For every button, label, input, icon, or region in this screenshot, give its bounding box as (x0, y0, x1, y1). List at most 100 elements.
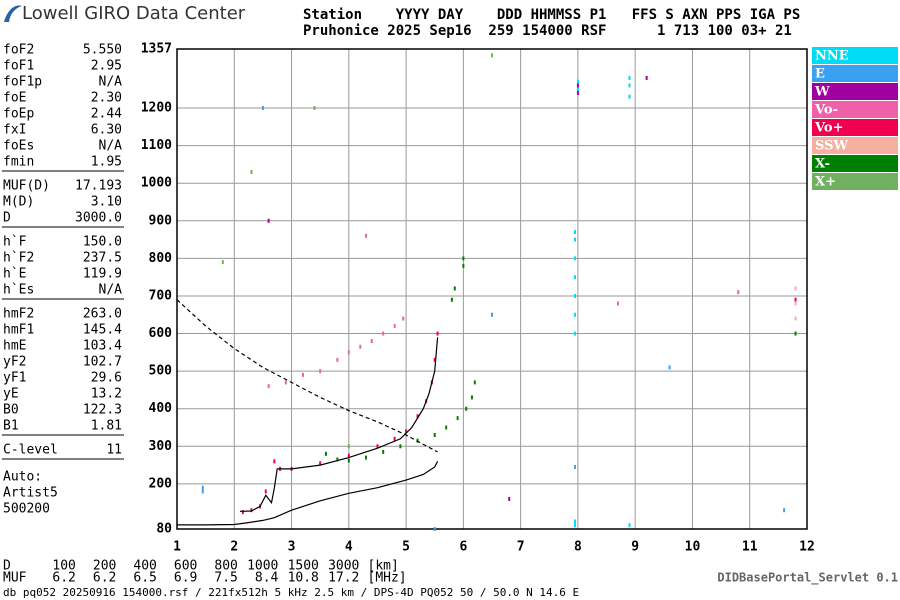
param-value: 103.4 (83, 339, 122, 354)
echo-point (433, 357, 436, 362)
header-line: Station YYYY DAY DDD HHMMSS P1 FFS S AXN… (303, 7, 800, 23)
echo-point (433, 527, 436, 531)
echo-point (347, 350, 350, 355)
file-info: db pq052 20250916 154000.rsf / 221fx512h… (3, 586, 579, 599)
echo-point (628, 94, 631, 99)
echo-point (617, 301, 619, 306)
param-name: foEp (3, 107, 34, 122)
auto-line: Auto: (3, 470, 42, 485)
param-name: foF2 (3, 43, 34, 58)
y-tick-label: 1357 (141, 42, 172, 57)
brand: Lowell GIRO Data Center (22, 3, 246, 24)
echo-point (574, 237, 577, 242)
y-tick-label: 900 (149, 213, 173, 228)
echo-point (382, 449, 385, 454)
param-name: MUF(D) (3, 179, 50, 194)
y-tick-label: 80 (156, 522, 172, 537)
param-value: N/A (99, 139, 123, 154)
table-unit: [km] (368, 559, 399, 574)
auto-line: 500200 (3, 502, 50, 517)
legend-swatch (812, 173, 898, 190)
echo-point (347, 458, 350, 463)
echo-point (436, 331, 439, 336)
y-tick-label: 1000 (141, 176, 172, 191)
y-tick-label: 800 (149, 251, 173, 266)
echo-point (359, 344, 362, 349)
echo-point (576, 83, 579, 88)
echo-point (393, 324, 396, 329)
param-value: 122.3 (83, 403, 122, 418)
echo-point (574, 230, 577, 235)
echo-point (241, 510, 244, 515)
table-cell: 600 (174, 559, 197, 574)
echo-point (473, 380, 476, 385)
echo-point (267, 218, 270, 223)
param-name: foE (3, 91, 26, 106)
echo-point (450, 297, 453, 302)
x-tick-label: 10 (685, 540, 701, 555)
echo-point (313, 106, 316, 111)
param-name: foF1p (3, 75, 42, 90)
echo-point (250, 508, 253, 513)
param-name: h`Es (3, 283, 34, 298)
echo-point (399, 444, 402, 449)
param-name: B1 (3, 419, 19, 434)
legend-swatch (812, 65, 898, 82)
table-cell: 400 (133, 559, 156, 574)
echo-point (456, 416, 459, 421)
echo-point (574, 523, 577, 528)
param-value: 1.95 (91, 155, 122, 170)
echo-point (628, 83, 631, 88)
echo-point (347, 444, 350, 449)
echo-point (365, 455, 367, 460)
table-cell: 17.2 (328, 571, 359, 586)
echo-point (250, 169, 253, 174)
param-value: 11 (106, 443, 122, 458)
echo-point (737, 290, 740, 295)
trace-line (177, 461, 439, 526)
echo-point (347, 453, 350, 458)
y-tick-label: 300 (149, 439, 173, 454)
x-tick-label: 7 (517, 540, 525, 555)
legend-swatch (812, 155, 898, 172)
table-cell: 100 (52, 559, 75, 574)
legend-label: X- (815, 157, 830, 172)
table-cell: 6.2 (93, 571, 116, 586)
plot-area (177, 49, 807, 529)
param-name: B0 (3, 403, 19, 418)
echo-point (261, 106, 264, 111)
table-cell: 8.4 (255, 571, 279, 586)
table-cell: 6.2 (52, 571, 75, 586)
param-name: h`F2 (3, 251, 34, 266)
echo-point (491, 53, 493, 58)
table-cell: 1000 (247, 559, 278, 574)
table-cell: 1500 (288, 559, 319, 574)
legend-swatch (812, 101, 898, 118)
param-name: fmin (3, 155, 34, 170)
param-name: yF2 (3, 355, 26, 370)
param-value: 17.193 (75, 179, 122, 194)
param-value: 145.4 (83, 323, 122, 338)
x-tick-label: 5 (402, 540, 410, 555)
header-line: Pruhonice 2025 Sep16 259 154000 RSF 1 71… (303, 23, 792, 39)
echo-point (645, 75, 648, 80)
x-tick-label: 8 (574, 540, 582, 555)
echo-point (462, 256, 465, 261)
param-name: C-level (3, 443, 58, 458)
echo-point (574, 293, 577, 298)
param-name: M(D) (3, 195, 34, 210)
x-tick-label: 11 (742, 540, 758, 555)
param-name: D (3, 211, 11, 226)
param-value: 5.550 (83, 43, 122, 58)
param-name: foEs (3, 139, 34, 154)
echo-point (576, 79, 579, 84)
x-tick-label: 12 (799, 540, 815, 555)
echo-point (336, 457, 339, 462)
echo-point (221, 260, 224, 265)
param-value: 1.81 (91, 419, 122, 434)
x-tick-label: 1 (173, 540, 181, 555)
table-label: D (3, 559, 11, 574)
legend-swatch (812, 47, 898, 64)
param-value: 3.10 (91, 195, 122, 210)
